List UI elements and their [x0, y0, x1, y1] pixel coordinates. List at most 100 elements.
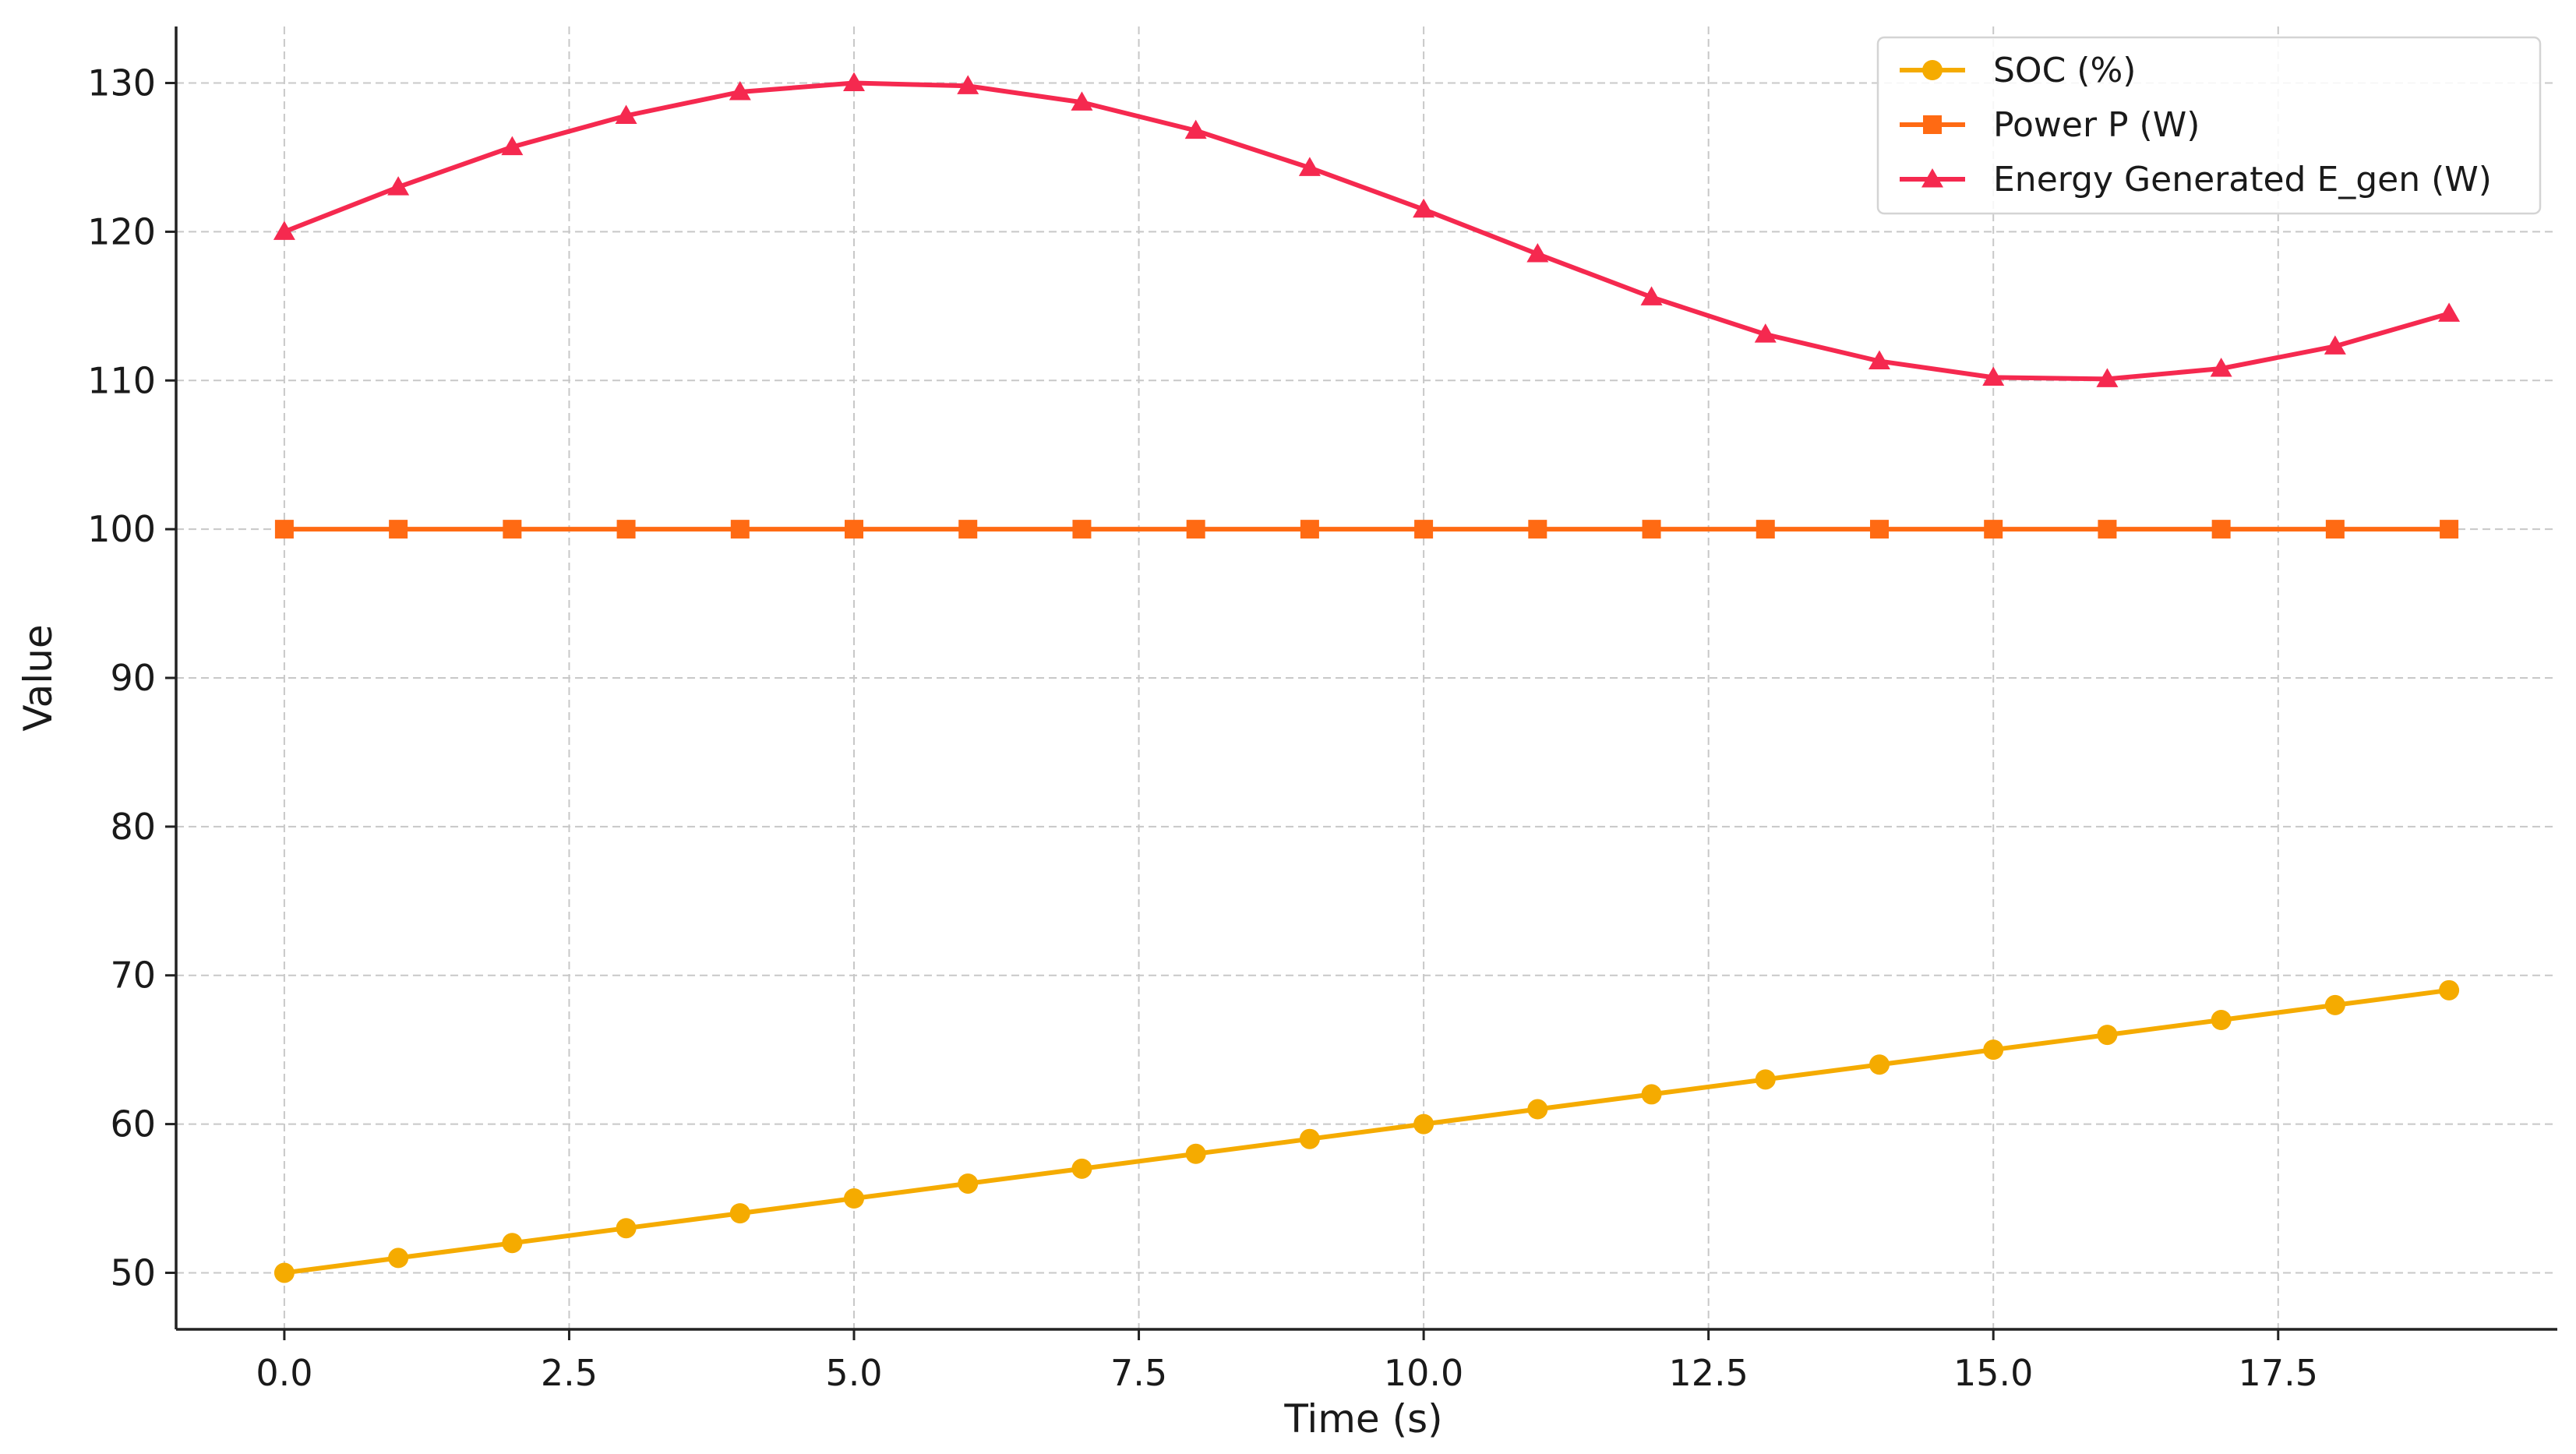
legend-label: Power P (W) [1993, 105, 2200, 145]
data-point [1983, 1039, 2004, 1061]
data-point [503, 520, 522, 539]
y-tick-label: 80 [110, 806, 156, 848]
data-point [1527, 1099, 1548, 1120]
y-tick-label: 50 [110, 1251, 156, 1293]
data-point [1299, 1128, 1320, 1149]
data-point [1526, 243, 1549, 263]
data-point [501, 136, 524, 156]
data-point [616, 1218, 637, 1239]
legend-swatch-marker [1923, 115, 1942, 134]
x-axis-label: Time (s) [1283, 1396, 1442, 1442]
data-point [1413, 198, 1435, 218]
x-axis-ticks: 0.0 2.5 5.0 7.5 10.0 12.5 15.0 17.5 [256, 1329, 2318, 1394]
legend-swatch-marker [1921, 168, 1943, 188]
data-point [274, 520, 294, 539]
data-point [843, 72, 866, 92]
legend-label: SOC (%) [1993, 51, 2136, 90]
data-point [1528, 520, 1547, 539]
x-tick-label: 7.5 [1110, 1352, 1167, 1394]
data-point [2096, 368, 2119, 387]
data-point [616, 520, 636, 539]
series-3 [273, 72, 2461, 387]
data-point [1640, 286, 1663, 305]
x-tick-label: 0.0 [256, 1352, 312, 1394]
data-point [2211, 520, 2231, 539]
data-point [389, 520, 408, 539]
x-tick-label: 10.0 [1384, 1352, 1463, 1394]
data-point [1185, 1143, 1206, 1164]
data-point [1982, 366, 2005, 386]
y-tick-label: 120 [87, 210, 156, 252]
legend-swatch-marker [1922, 60, 1943, 80]
x-tick-label: 15.0 [1953, 1352, 2033, 1394]
data-point [1184, 119, 1207, 139]
data-point [1755, 1069, 1776, 1090]
data-point [1984, 520, 2003, 539]
y-axis-ticks: 50 60 70 80 90 100 110 120 130 [87, 62, 176, 1293]
data-point [957, 75, 979, 94]
data-point [2439, 979, 2460, 1001]
data-point [1754, 323, 1777, 343]
data-point [387, 176, 410, 196]
y-tick-label: 130 [87, 62, 156, 104]
data-point [844, 1188, 865, 1209]
x-tick-label: 2.5 [541, 1352, 598, 1394]
data-point [502, 1233, 523, 1254]
grid-lines [176, 26, 2557, 1329]
y-tick-label: 100 [87, 508, 156, 550]
data-point [2325, 520, 2345, 539]
data-point [2210, 357, 2232, 377]
legend-item: Power P (W) [1900, 105, 2200, 145]
data-point [729, 80, 751, 101]
data-point [1756, 520, 1775, 539]
y-tick-label: 110 [87, 359, 156, 401]
data-point [1298, 157, 1321, 176]
data-point [273, 1262, 295, 1283]
data-point [1642, 520, 1661, 539]
data-point [1071, 91, 1093, 111]
data-point [729, 1203, 750, 1224]
y-tick-label: 90 [110, 657, 156, 699]
data-point [2098, 520, 2117, 539]
data-point [2324, 335, 2346, 355]
data-point [1186, 520, 1205, 539]
legend-item: SOC (%) [1900, 51, 2136, 90]
legend-label: Energy Generated E_gen (W) [1993, 160, 2492, 199]
data-point [845, 520, 864, 539]
data-point [1300, 520, 1319, 539]
data-point [1414, 520, 1434, 539]
data-point [2097, 1025, 2118, 1046]
legend: SOC (%) Power P (W) Energy Generated E_gen… [1876, 36, 2542, 215]
y-axis-label: Value [16, 624, 61, 731]
series-2 [274, 520, 2459, 539]
data-point [958, 520, 978, 539]
data-point [2324, 994, 2345, 1015]
data-point [2211, 1009, 2232, 1030]
data-point [615, 104, 637, 125]
data-point [1868, 350, 1890, 369]
series-1 [273, 979, 2460, 1283]
legend-box [1876, 36, 2542, 215]
x-tick-label: 12.5 [1668, 1352, 1748, 1394]
legend-item: Energy Generated E_gen (W) [1900, 160, 2492, 199]
data-point [273, 221, 295, 240]
data-point [388, 1248, 409, 1269]
x-tick-label: 5.0 [825, 1352, 882, 1394]
data-point [1072, 520, 1092, 539]
data-point [1413, 1113, 1434, 1135]
data-point [1868, 1054, 1890, 1075]
series-line [283, 80, 2450, 382]
data-point [1071, 1158, 1092, 1179]
x-tick-label: 17.5 [2239, 1352, 2318, 1394]
data-point [1869, 520, 1889, 539]
series-group [273, 72, 2461, 1283]
y-tick-label: 70 [110, 955, 156, 997]
y-tick-label: 60 [110, 1103, 156, 1145]
data-point [730, 520, 750, 539]
data-point [958, 1173, 979, 1194]
data-point [2438, 302, 2461, 322]
data-point [1641, 1084, 1662, 1105]
series-line [284, 987, 2450, 1276]
data-point [2440, 520, 2459, 539]
